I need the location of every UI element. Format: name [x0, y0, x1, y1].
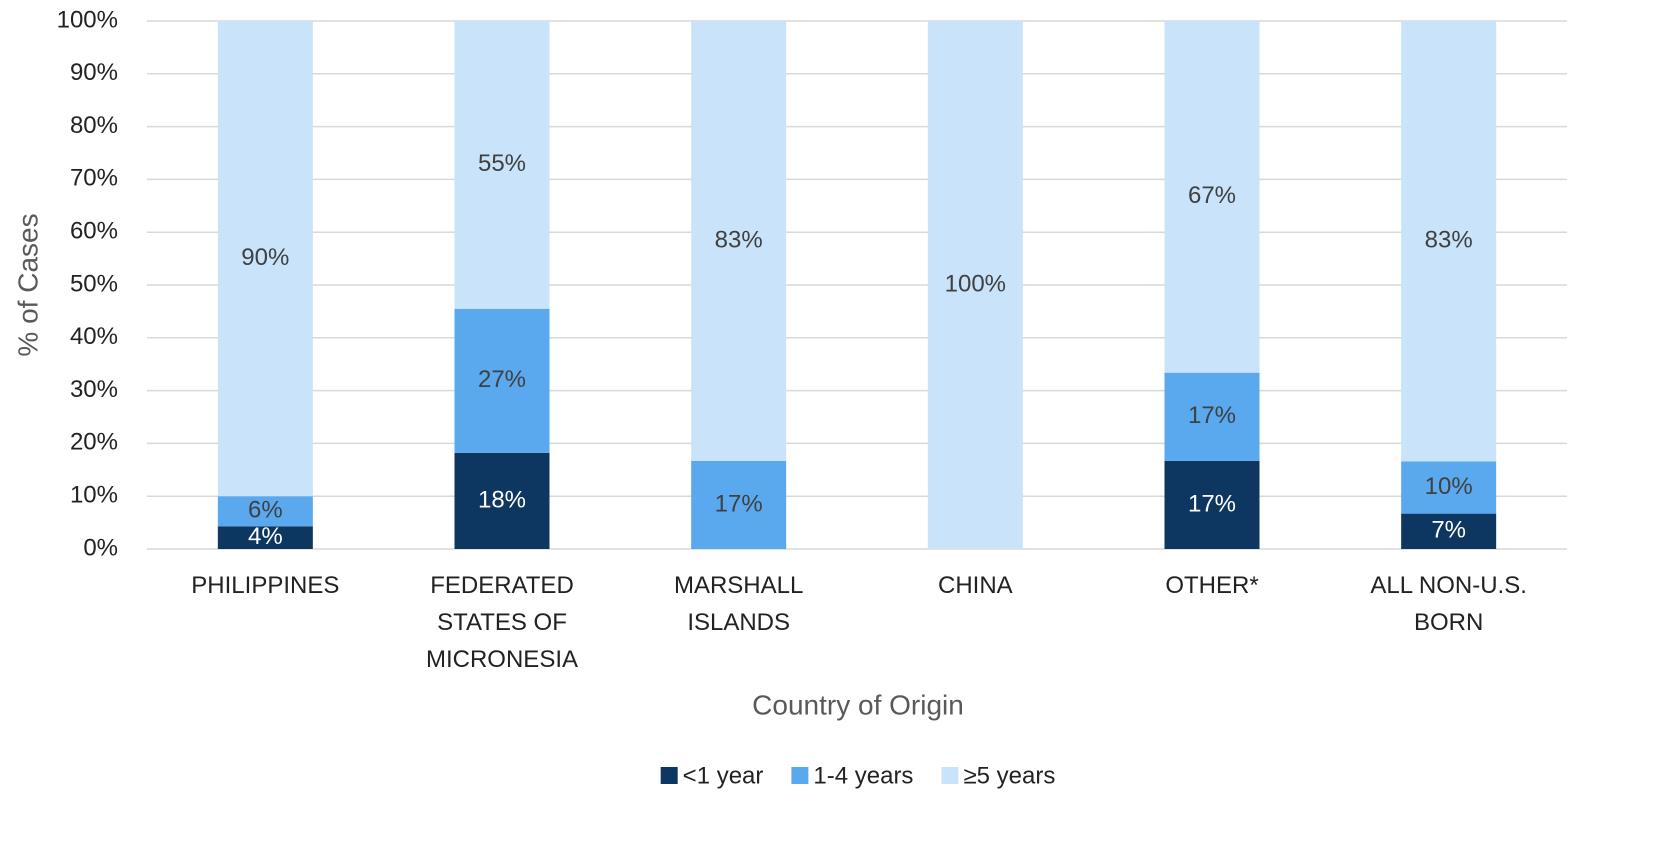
- data-label: 7%: [1431, 517, 1466, 544]
- bar-segment: [1164, 372, 1260, 461]
- data-label: 100%: [945, 270, 1006, 297]
- y-tick-label: 0%: [83, 534, 118, 561]
- bar-segment: [217, 496, 313, 527]
- x-tick-label: PHILIPPINES: [191, 572, 339, 599]
- x-axis-title: Country of Origin: [752, 689, 964, 720]
- x-tick-label: OTHER*: [1165, 572, 1258, 599]
- legend-swatch: [660, 767, 678, 784]
- y-tick-label: 30%: [70, 376, 118, 403]
- bar-segment: [454, 452, 550, 549]
- data-label: 18%: [478, 486, 526, 513]
- data-label: 83%: [1425, 227, 1473, 254]
- bar-segment: [1401, 461, 1497, 514]
- bar-segment: [1401, 513, 1497, 549]
- bar-segment: [1164, 460, 1260, 549]
- data-label: 17%: [1188, 402, 1236, 429]
- legend-label: 1-4 years: [813, 762, 913, 789]
- y-tick-label: 80%: [70, 112, 118, 139]
- bar-segment: [1164, 21, 1260, 373]
- data-label: 6%: [248, 497, 283, 524]
- y-tick-label: 70%: [70, 165, 118, 192]
- x-tick-label: ALL NON-U.S. BORN: [1370, 572, 1526, 636]
- bar-segment: [927, 21, 1023, 549]
- legend-swatch: [941, 767, 959, 784]
- bar-segment: [691, 460, 787, 549]
- data-label: 55%: [478, 150, 526, 177]
- bar-segment: [454, 21, 550, 309]
- data-label: 90%: [241, 244, 289, 271]
- data-label: 83%: [715, 226, 763, 253]
- data-label: 27%: [478, 366, 526, 393]
- bar-segment: [691, 21, 787, 461]
- y-tick-label: 20%: [70, 429, 118, 456]
- y-axis-title: % of Cases: [12, 213, 43, 356]
- legend-swatch: [791, 767, 809, 784]
- y-tick-label: 10%: [70, 482, 118, 509]
- data-label: 10%: [1425, 473, 1473, 500]
- bar-segment: [217, 526, 313, 549]
- data-label: 67%: [1188, 182, 1236, 209]
- bar-segment: [217, 21, 313, 497]
- y-tick-label: 60%: [70, 218, 118, 245]
- data-label: 4%: [248, 523, 283, 550]
- data-label: 17%: [715, 490, 763, 517]
- data-label: 17%: [1188, 490, 1236, 517]
- x-tick-label: CHINA: [938, 572, 1013, 599]
- legend-label: ≥5 years: [963, 762, 1055, 789]
- bar-segment: [1401, 21, 1497, 462]
- y-tick-label: 100%: [57, 6, 118, 33]
- y-tick-label: 50%: [70, 270, 118, 297]
- bar-segment: [454, 308, 550, 453]
- y-tick-label: 40%: [70, 323, 118, 350]
- y-tick-label: 90%: [70, 59, 118, 86]
- x-tick-label: MARSHALL ISLANDS: [674, 572, 803, 636]
- legend-label: <1 year: [683, 762, 764, 789]
- x-tick-label: FEDERATED STATES OF MICRONESIA: [426, 572, 578, 673]
